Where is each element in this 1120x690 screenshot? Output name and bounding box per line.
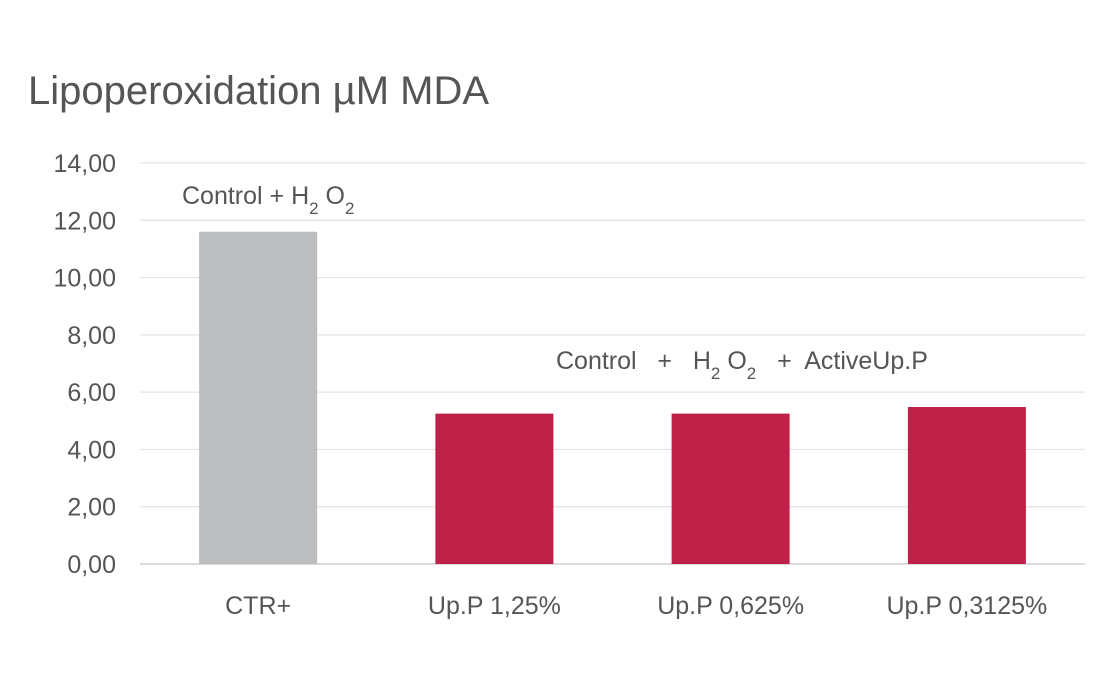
x-category-label: Up.P 0,3125%	[886, 592, 1047, 620]
y-tick-label: 14,00	[53, 150, 116, 178]
bar	[671, 413, 790, 564]
x-category-label: Up.P 0,625%	[657, 592, 804, 620]
bar	[199, 231, 318, 564]
x-category-label: CTR+	[225, 592, 291, 620]
y-tick-label: 0,00	[67, 551, 116, 579]
y-tick-label: 6,00	[67, 379, 116, 407]
y-tick-label: 8,00	[67, 322, 116, 350]
bars	[199, 231, 1026, 564]
annotation-treatment: Control + H2 O2 + ActiveUp.P	[556, 347, 928, 383]
y-tick-label: 10,00	[53, 265, 116, 293]
bar	[435, 413, 554, 564]
y-tick-label: 4,00	[67, 436, 116, 464]
y-axis-ticks: 0,00 2,00 4,00 6,00 8,00 10,00 12,00 14,00	[53, 150, 116, 579]
x-axis-labels: CTR+ Up.P 1,25% Up.P 0,625% Up.P 0,3125%	[225, 592, 1047, 620]
y-tick-label: 2,00	[67, 494, 116, 522]
annotation-control: Control + H2 O2	[182, 182, 354, 218]
chart-title: Lipoperoxidation µM MDA	[28, 69, 489, 113]
bar	[907, 407, 1026, 564]
y-tick-label: 12,00	[53, 207, 116, 235]
x-category-label: Up.P 1,25%	[428, 592, 561, 620]
